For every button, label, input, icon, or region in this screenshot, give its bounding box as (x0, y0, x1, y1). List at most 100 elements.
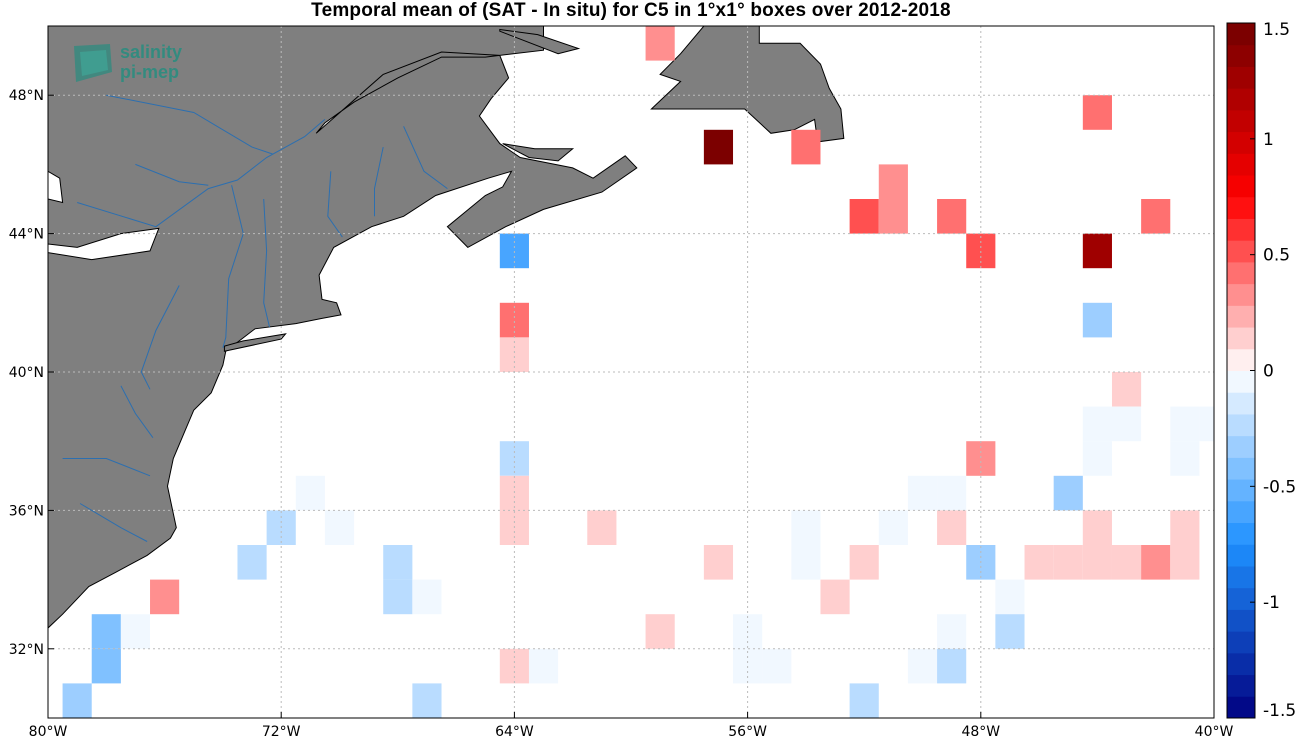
data-cell (1053, 545, 1083, 580)
data-cell (412, 683, 442, 718)
data-cell (937, 475, 967, 511)
y-tick-label: 36°N (9, 503, 44, 519)
data-cell (791, 510, 821, 545)
data-cell (995, 614, 1025, 649)
land-polygon (499, 28, 581, 55)
colorbar-segment (1227, 522, 1255, 545)
colorbar-tick-label: 1.5 (1263, 20, 1290, 40)
y-ticks: 48°N 44°N 40°N 36°N 32°N (9, 88, 54, 658)
data-cell (849, 199, 879, 234)
colorbar-segment (1227, 544, 1255, 567)
x-tick-label: 64°W (495, 724, 534, 740)
x-tick-label: 56°W (728, 724, 767, 740)
data-cell (150, 579, 180, 615)
x-tick-label: 80°W (29, 724, 68, 740)
colorbar-segment (1227, 631, 1255, 654)
data-cell (1082, 95, 1112, 130)
colorbar (1226, 22, 1256, 719)
river-line (135, 163, 209, 186)
river-line (374, 146, 384, 217)
lake (48, 170, 64, 204)
colorbar-tick-label: 1 (1263, 130, 1274, 150)
colorbar-segment (1227, 457, 1255, 480)
river-line (62, 458, 151, 477)
data-cell (120, 614, 151, 649)
data-cell (849, 683, 879, 718)
data-cell (62, 683, 92, 718)
data-cell (499, 475, 529, 511)
land-mass (48, 26, 845, 629)
colorbar-ticks: 1.5 1 0.5 0 -0.5 -1 -1.5 (1250, 20, 1296, 721)
colorbar-segment (1227, 587, 1255, 610)
lake (48, 227, 160, 261)
colorbar-segment (1227, 283, 1255, 306)
data-cell (791, 129, 821, 165)
data-cell (1170, 510, 1200, 545)
colorbar-segment (1227, 175, 1255, 198)
colorbar-segment (1227, 88, 1255, 111)
data-cell (1199, 406, 1214, 442)
data-cell (645, 614, 675, 649)
data-cell (528, 648, 559, 684)
data-cell (1053, 475, 1083, 511)
data-cell (383, 579, 413, 615)
land-polygon (650, 26, 845, 143)
logo-line-1: salinity (120, 42, 183, 62)
colorbar-segment (1227, 479, 1255, 502)
data-cell (295, 475, 325, 511)
x-ticks: 80°W 72°W 64°W 56°W 48°W 40°W (29, 712, 1234, 740)
data-cell (878, 510, 908, 545)
data-cell (1082, 510, 1112, 545)
y-tick-label: 32°N (9, 642, 44, 658)
logo: salinity pi-mep (70, 40, 210, 88)
y-tick-label: 40°N (9, 365, 44, 381)
rivers (62, 94, 448, 542)
colorbar-segment (1227, 327, 1255, 350)
colorbar-segment (1227, 153, 1255, 176)
colorbar-segment (1227, 500, 1255, 524)
river-line (263, 198, 270, 328)
data-cell (1170, 406, 1200, 442)
colorbar-tick-label: -1.5 (1263, 701, 1296, 721)
data-cell (937, 648, 967, 684)
data-cell (237, 545, 267, 580)
colorbar-segment (1227, 348, 1255, 371)
colorbar-segment (1227, 370, 1255, 393)
river-line (403, 126, 448, 190)
data-cell (1082, 441, 1112, 476)
data-cell (937, 614, 967, 649)
data-cell (1082, 302, 1112, 338)
data-cell (703, 129, 734, 165)
data-cell (1111, 406, 1142, 442)
river-line (77, 119, 326, 228)
data-cell (499, 233, 529, 269)
land-polygon (223, 333, 287, 352)
colorbar-segment (1227, 413, 1255, 437)
colorbar-segment (1227, 196, 1255, 219)
colorbar-segment (1227, 565, 1255, 589)
data-cell (1170, 441, 1200, 476)
y-tick-label: 44°N (9, 227, 44, 243)
data-cell (412, 579, 442, 615)
colorbar-segment (1227, 674, 1255, 697)
colorbar-segment (1227, 240, 1255, 263)
logo-mark-icon (74, 44, 112, 82)
data-cell (820, 579, 850, 615)
land-polygon (48, 26, 638, 629)
data-cell (937, 199, 967, 234)
data-cell (1170, 545, 1200, 580)
x-tick-label: 40°W (1195, 724, 1234, 740)
data-cell (878, 164, 908, 199)
colorbar-tick-label: -1 (1263, 593, 1280, 613)
colorbar-segment (1227, 435, 1255, 458)
river-line (140, 285, 180, 390)
data-cell (1082, 406, 1112, 442)
data-cell (791, 545, 821, 580)
river-line (106, 94, 273, 155)
colorbar-segment (1227, 131, 1255, 154)
x-tick-label: 72°W (262, 724, 301, 740)
x-tick-label: 48°W (961, 724, 1000, 740)
colorbar-segment (1227, 392, 1255, 415)
colorbar-tick-label: 0.5 (1263, 246, 1290, 266)
